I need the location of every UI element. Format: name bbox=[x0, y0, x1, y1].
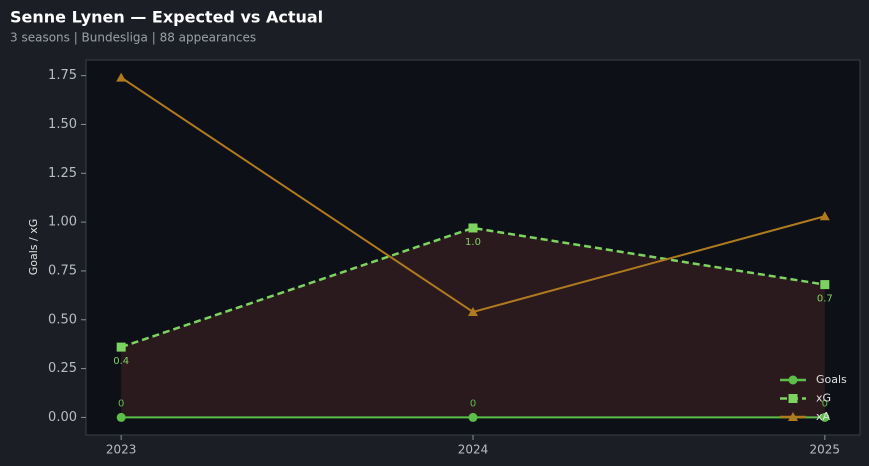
value-label: 0 bbox=[822, 398, 828, 409]
y-tick-label: 0.75 bbox=[48, 263, 77, 278]
y-axis-label: Goals / xG bbox=[27, 219, 40, 276]
y-tick-label: 0.25 bbox=[48, 361, 77, 376]
legend-marker bbox=[788, 412, 798, 421]
x-tick-label: 2025 bbox=[810, 443, 841, 457]
value-label: 0.7 bbox=[817, 294, 833, 305]
point bbox=[116, 342, 126, 352]
point bbox=[468, 412, 478, 422]
point bbox=[820, 412, 830, 422]
legend-label: xA bbox=[816, 410, 831, 423]
x-tick-label: 2024 bbox=[458, 443, 489, 457]
y-tick-label: 1.00 bbox=[48, 215, 77, 230]
x-tick-label: 2023 bbox=[106, 443, 137, 457]
series-line bbox=[120, 226, 826, 349]
y-tick-label: 0.50 bbox=[48, 312, 77, 327]
chart-subtitle: 3 seasons | Bundesliga | 88 appearances bbox=[10, 31, 256, 45]
value-label: 1.0 bbox=[465, 237, 481, 248]
value-label: 0.4 bbox=[113, 356, 129, 367]
legend-label: Goals bbox=[816, 373, 847, 386]
y-tick-label: 0.00 bbox=[48, 410, 77, 425]
point bbox=[819, 211, 830, 221]
y-tick-label: 1.75 bbox=[48, 68, 77, 83]
chart-title: Senne Lynen — Expected vs Actual bbox=[10, 8, 323, 27]
value-label: 0 bbox=[470, 398, 476, 409]
legend-marker bbox=[788, 394, 798, 403]
legend-marker bbox=[788, 375, 798, 385]
legend-label: xG bbox=[816, 392, 831, 405]
point bbox=[116, 72, 127, 82]
y-tick-label: 1.50 bbox=[48, 117, 77, 132]
point bbox=[116, 412, 126, 422]
y-tick-label: 1.25 bbox=[48, 166, 77, 181]
area bbox=[121, 227, 825, 418]
point bbox=[468, 223, 478, 233]
point bbox=[820, 280, 830, 290]
point bbox=[468, 306, 478, 316]
value-label: 0 bbox=[118, 398, 124, 409]
